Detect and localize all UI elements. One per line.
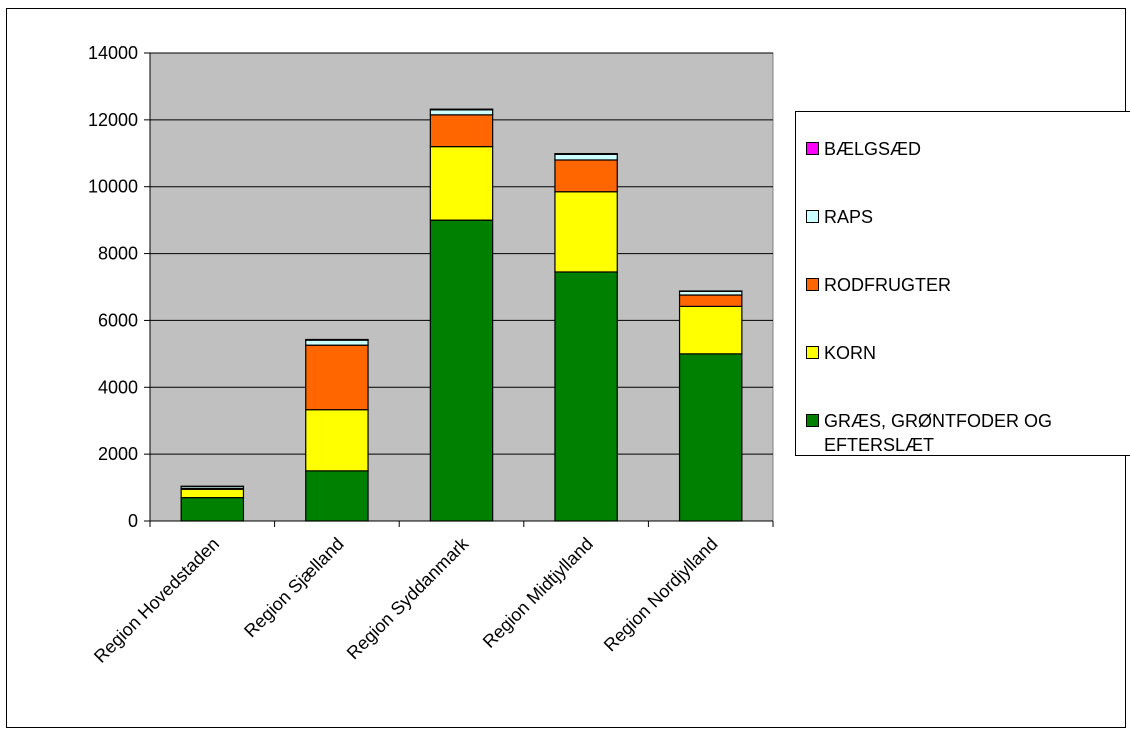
- bar-segment: [305, 409, 369, 472]
- legend: BÆLGSÆD RAPS RODFRUGTER KORN GRÆS, GRØNTFODE…: [795, 111, 1130, 456]
- x-tick-label: Region Syddanmark: [343, 533, 473, 663]
- bar-segment: [180, 497, 245, 522]
- bar-segment: [305, 344, 369, 411]
- legend-item: GRÆS, GRØNTFODER OG EFTERSLÆT: [806, 409, 1130, 457]
- x-tick-label: Region Midtjylland: [479, 534, 597, 652]
- bar-segment: [554, 191, 618, 273]
- x-tick-label: Region Hovedstaden: [90, 534, 223, 667]
- bar-segment: [305, 339, 369, 346]
- bar-segment: [678, 294, 743, 307]
- legend-swatch: [806, 414, 819, 427]
- legend-label: BÆLGSÆD: [824, 139, 922, 159]
- bar-segment: [554, 271, 618, 522]
- bar-segment: [180, 488, 245, 499]
- y-tick-label: 6000: [98, 310, 138, 330]
- bar-segment: [305, 470, 369, 522]
- legend-swatch: [806, 346, 819, 359]
- legend-item: RAPS: [806, 205, 1130, 229]
- y-tick-label: 0: [128, 511, 138, 531]
- x-tick-label: Region Sjælland: [240, 534, 348, 642]
- bar-segment: [429, 219, 494, 522]
- legend-label: RODFRUGTER: [824, 275, 951, 295]
- legend-label: RAPS: [824, 207, 874, 227]
- bar-segment: [678, 305, 743, 355]
- legend-swatch: [806, 142, 819, 155]
- x-tick-label: Region Nordjylland: [600, 534, 722, 656]
- legend-swatch: [806, 210, 819, 223]
- bar-segment: [305, 338, 369, 341]
- bar-segment: [429, 108, 494, 111]
- bar-segment: [678, 353, 743, 522]
- bar-segment: [429, 109, 494, 116]
- legend-item: KORN: [806, 341, 1130, 365]
- bar-segment: [554, 153, 618, 161]
- y-tick-label: 14000: [88, 43, 138, 63]
- y-tick-label: 12000: [88, 110, 138, 130]
- legend-label: KORN: [824, 343, 877, 363]
- y-tick-label: 10000: [88, 177, 138, 197]
- legend-item: RODFRUGTER: [806, 273, 1130, 297]
- legend-swatch: [806, 278, 819, 291]
- bar-segment: [429, 114, 494, 148]
- y-tick-label: 8000: [98, 244, 138, 264]
- bar-segment: [554, 153, 618, 155]
- y-tick-label: 4000: [98, 377, 138, 397]
- legend-item: BÆLGSÆD: [806, 137, 1130, 161]
- legend-label: GRÆS, GRØNTFODER OG EFTERSLÆT: [824, 411, 1053, 455]
- bar-segment: [429, 146, 494, 221]
- y-tick-label: 2000: [98, 444, 138, 464]
- bar-segment: [554, 159, 618, 193]
